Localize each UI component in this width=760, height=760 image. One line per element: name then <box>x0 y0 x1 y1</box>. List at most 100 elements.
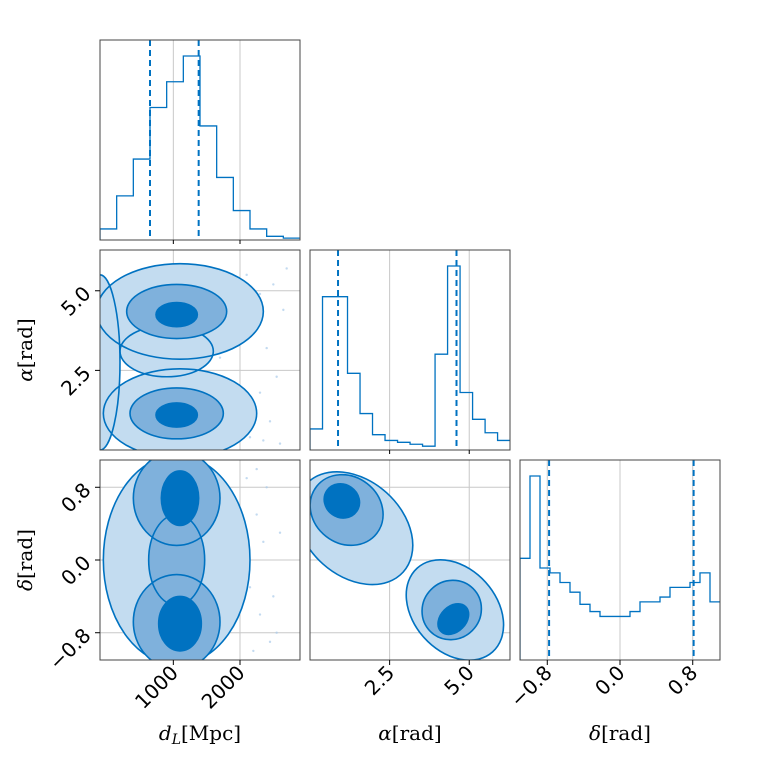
histogram-bar <box>630 612 640 660</box>
contour-line-level-3 <box>155 301 199 328</box>
histogram-bar <box>473 419 486 450</box>
contour-fill-level-3 <box>156 402 198 428</box>
histogram-bar <box>690 583 700 660</box>
sample-point <box>265 486 268 489</box>
sample-point <box>248 436 252 439</box>
contour-line-level-1 <box>405 558 505 660</box>
histogram-bar <box>560 583 570 660</box>
sample-point <box>262 439 265 442</box>
sample-point <box>275 631 278 634</box>
histogram-bar <box>167 82 184 240</box>
y-tick-label-delta: −0.8 <box>44 623 95 674</box>
x-tick-label-alpha: 5.0 <box>439 661 478 700</box>
histogram-bar <box>100 229 117 240</box>
histogram-delta <box>520 460 720 660</box>
histogram-alpha-frame <box>309 249 511 451</box>
histogram-bar <box>250 229 267 240</box>
sample-point <box>248 586 252 589</box>
histogram-outline <box>310 265 510 450</box>
histogram-bar <box>373 435 386 450</box>
histogram-alpha <box>310 250 510 450</box>
y-tick-label-alpha: 2.5 <box>56 361 95 400</box>
y-tick-label-alpha: 5.0 <box>56 281 95 320</box>
contour-line-level-1 <box>102 368 258 450</box>
contour-line-level-2 <box>132 460 221 547</box>
histogram-bar <box>435 354 448 450</box>
histogram-bar <box>460 393 473 451</box>
x-axis-label-delta: δ[rad] <box>589 721 651 745</box>
histogram-bar <box>498 440 511 450</box>
histogram-dL-frame <box>99 39 301 241</box>
sample-point <box>278 442 282 445</box>
sample-point <box>258 292 262 296</box>
x-axis-label-dL: dL[Mpc] <box>159 721 241 748</box>
contour-line-level-3 <box>160 470 200 527</box>
contour-line-level-2 <box>132 573 221 660</box>
histogram-bar <box>448 266 460 450</box>
histogram-bar <box>650 602 660 660</box>
histogram-bar <box>183 56 200 240</box>
density-alpha-delta-frame <box>309 459 511 661</box>
histogram-bar <box>700 573 710 660</box>
sample-point <box>285 267 288 270</box>
histogram-bar <box>590 612 600 660</box>
histogram-bar <box>610 616 620 660</box>
contour-fill-level-3 <box>158 596 202 651</box>
histogram-bar <box>217 177 234 240</box>
histogram-outline <box>100 55 300 240</box>
sample-point <box>282 308 285 312</box>
histogram-bar <box>670 587 680 660</box>
sample-point <box>268 640 272 644</box>
density-dL-delta <box>100 460 300 660</box>
sample-point <box>245 476 248 480</box>
histogram-bar <box>620 616 630 660</box>
y-tick-label-delta: 0.0 <box>56 551 95 590</box>
histogram-bar <box>323 297 335 450</box>
histogram-bar <box>410 444 422 450</box>
contour-fill-level-3 <box>438 603 469 635</box>
contour-line-level-3 <box>155 402 199 428</box>
histogram-bar <box>133 159 150 240</box>
sample-point <box>272 283 275 286</box>
contour-line-level-2 <box>421 579 483 641</box>
contour-fill-level-3 <box>156 302 198 327</box>
contour-line-level-2 <box>125 283 228 340</box>
histogram-outline <box>520 475 720 660</box>
density-dL-alpha <box>100 250 300 450</box>
histogram-bar <box>200 126 217 240</box>
histogram-bar <box>310 429 323 450</box>
x-tick-label-dL: 2000 <box>197 661 250 714</box>
histogram-bar <box>398 442 411 450</box>
histogram-bar <box>660 597 670 660</box>
corner-panels: 1000 2000 2.5 5.0 −0.8 0.0 0.8 2.5 5.0 −0.8 0.0 0.8… <box>13 39 721 748</box>
sample-point <box>255 467 258 471</box>
density-dL-alpha-frame <box>99 249 301 451</box>
y-tick-label-delta: 0.8 <box>56 478 95 517</box>
histogram-bar <box>360 414 372 450</box>
histogram-bar <box>150 108 167 240</box>
sample-point <box>258 613 262 616</box>
x-tick-label-delta: −0.8 <box>505 661 556 712</box>
contour-line-level-1 <box>100 262 265 361</box>
x-tick-label-delta: 0.8 <box>663 661 702 700</box>
contour-line-level-1 <box>100 274 121 450</box>
x-tick-label-delta: 0.0 <box>590 661 629 700</box>
sample-point <box>262 540 265 544</box>
histogram-bar <box>385 440 398 450</box>
sample-point <box>275 375 278 378</box>
density-alpha-delta <box>310 460 510 660</box>
sample-point <box>218 356 222 359</box>
histogram-bar <box>550 573 560 660</box>
histogram-bar <box>335 297 348 450</box>
sample-point <box>265 346 268 350</box>
sample-point <box>245 273 248 277</box>
contour-line-level-3 <box>157 595 203 652</box>
histogram-dL <box>100 40 300 240</box>
y-axis-label-alpha: α[rad] <box>13 318 37 381</box>
sample-point <box>258 391 262 394</box>
histogram-bar <box>710 602 720 660</box>
histogram-bar <box>570 592 580 660</box>
sample-point <box>252 649 255 653</box>
sample-point <box>272 595 275 598</box>
